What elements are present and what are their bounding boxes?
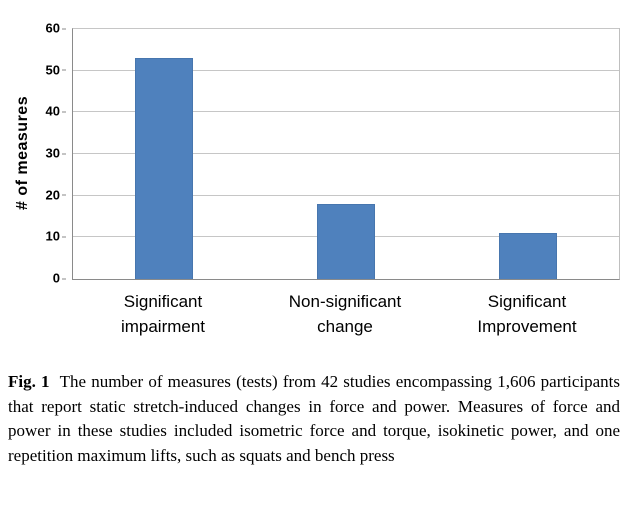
x-axis-label-0: Significant impairment [120,292,206,336]
caption-label: Fig. 1 [8,372,50,391]
bar-0 [135,58,193,279]
y-tick-label: 10 [45,228,67,244]
gridline [73,153,619,154]
caption-text: The number of measures (tests) from 42 s… [8,372,620,465]
y-axis-title: # of measures [14,95,31,211]
gridline [73,111,619,113]
y-tick-label: 50 [45,62,67,78]
y-axis-ticks: 0 10 20 30 40 50 60 [34,22,67,285]
y-tick-label: 20 [45,187,67,203]
gridline [73,69,619,71]
y-tick-label: 60 [45,20,67,36]
figure-caption: Fig. 1 The number of measures (tests) fro… [8,370,620,468]
bar-2 [499,233,557,279]
y-tick-label: 40 [45,103,67,119]
plot-area [72,28,620,280]
x-axis-label-2: Significant Improvement [477,292,577,336]
y-tick-label: 30 [45,145,67,161]
bar-1 [317,204,375,279]
x-axis-label-1: Non-significant change [288,292,402,336]
gridline [73,28,619,29]
gridline [73,194,619,196]
x-axis-labels: Significant impairment Non-significant ch… [72,290,618,339]
bar-chart: # of measures 0 10 20 30 40 50 60 Significant … [14,22,620,339]
y-tick-label: 0 [52,270,67,286]
